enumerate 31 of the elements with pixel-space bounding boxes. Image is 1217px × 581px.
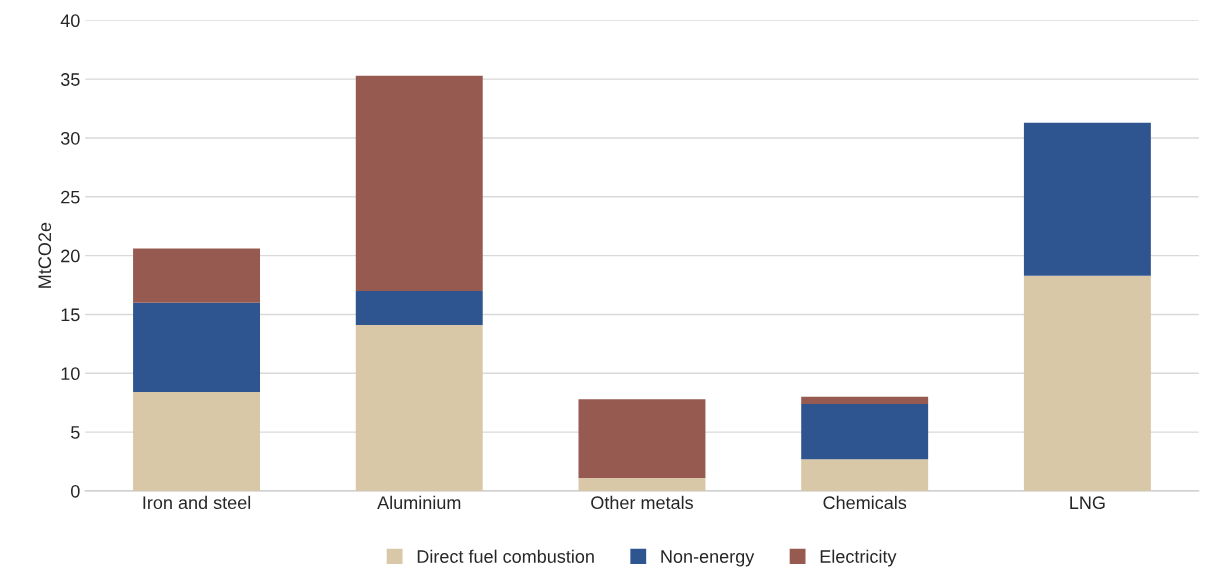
- y-tick-label: 20: [61, 249, 80, 263]
- bar: [801, 396, 929, 404]
- bar: [1023, 275, 1151, 491]
- legend-label: Non-energy: [661, 550, 755, 567]
- bar: [133, 302, 261, 393]
- legend-label: Direct fuel combustion: [417, 549, 594, 563]
- bar: [355, 290, 483, 326]
- bar: [133, 392, 261, 491]
- y-tick-label: 30: [60, 131, 80, 145]
- bar: [801, 459, 929, 491]
- legend-label: Electricity: [820, 549, 897, 567]
- y-axis-title: MtCO2e: [38, 222, 52, 288]
- x-tick-label: Chemicals: [823, 495, 907, 510]
- x-tick-label: Iron and steel: [143, 495, 251, 510]
- y-tick-label: 35: [60, 73, 80, 86]
- y-tick-label: 25: [61, 190, 80, 204]
- bar: [133, 248, 261, 303]
- y-tick-label: 0: [70, 484, 80, 498]
- x-tick-label: LNG: [1070, 496, 1105, 510]
- bar: [355, 325, 483, 491]
- y-tick-label: 15: [61, 308, 80, 322]
- bar: [578, 399, 706, 478]
- x-tick-label: Other metals: [591, 495, 693, 510]
- bar: [1023, 122, 1151, 276]
- bar: [355, 75, 483, 291]
- x-tick-label: Aluminium: [377, 495, 461, 510]
- bar: [578, 478, 706, 491]
- y-tick-label: 40: [60, 14, 80, 28]
- bar: [801, 403, 929, 460]
- y-tick-label: 5: [71, 426, 80, 439]
- y-tick-label: 10: [61, 367, 80, 381]
